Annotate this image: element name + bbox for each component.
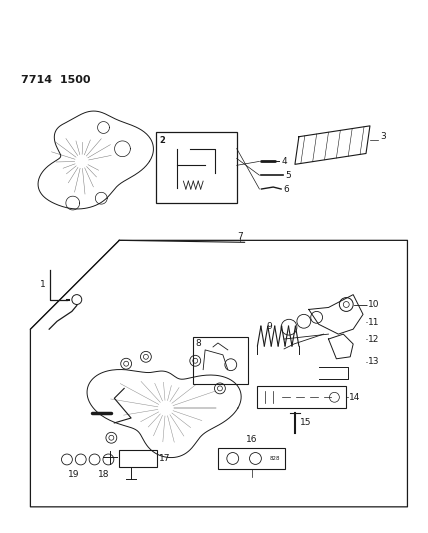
Text: 10: 10: [368, 300, 380, 309]
Text: 5: 5: [285, 171, 291, 180]
Bar: [257, 386, 346, 408]
Text: 14: 14: [349, 393, 361, 402]
Text: 13: 13: [368, 357, 380, 366]
Text: 9: 9: [266, 322, 272, 332]
Text: 4: 4: [281, 157, 287, 166]
Bar: [156, 132, 237, 203]
Text: 828: 828: [269, 456, 280, 461]
Bar: [119, 450, 157, 467]
Text: 19: 19: [68, 470, 80, 479]
Text: 18: 18: [98, 470, 109, 479]
Text: 2: 2: [160, 136, 166, 145]
Text: 11: 11: [368, 318, 380, 327]
Text: 8: 8: [195, 339, 201, 348]
Text: 16: 16: [246, 435, 257, 443]
Text: 12: 12: [368, 335, 379, 344]
Text: 6: 6: [283, 184, 289, 193]
Text: 17: 17: [159, 454, 170, 463]
Text: 15: 15: [300, 418, 312, 427]
Bar: [218, 448, 285, 470]
Bar: [193, 337, 247, 384]
Text: 3: 3: [380, 132, 386, 141]
Text: 1: 1: [40, 280, 46, 289]
Text: 7714  1500: 7714 1500: [21, 75, 90, 85]
Text: 7: 7: [237, 232, 243, 241]
